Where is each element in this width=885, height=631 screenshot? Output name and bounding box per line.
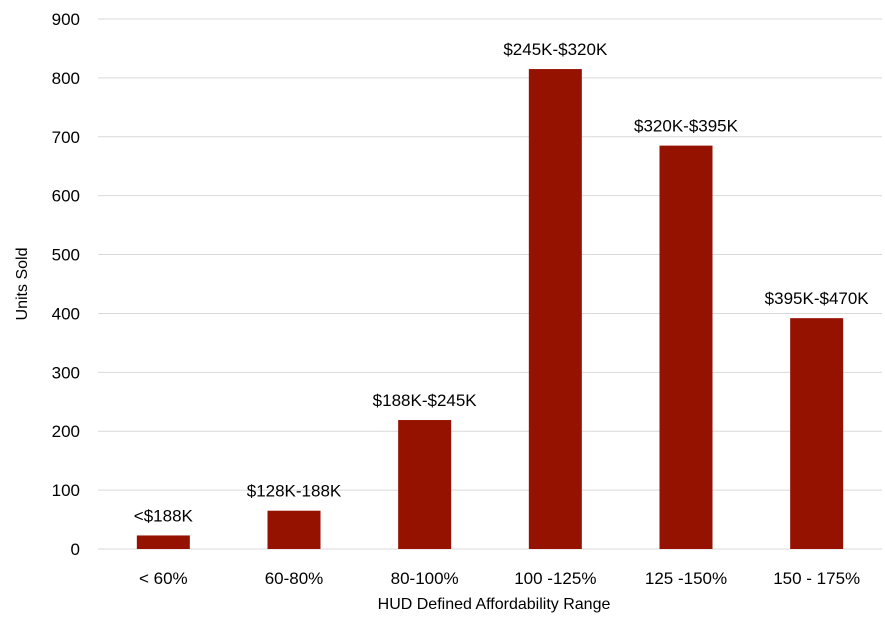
bars [136,69,844,550]
y-tick-label: 200 [52,422,80,441]
y-tick-label: 600 [52,187,80,206]
y-tick-label: 400 [52,304,80,323]
bar [398,420,452,549]
bar [528,69,582,550]
bar [790,318,844,549]
x-tick-label: 80-100% [391,569,459,588]
bar [136,535,190,549]
y-tick-label: 700 [52,128,80,147]
y-tick-label: 300 [52,363,80,382]
x-tick-label: < 60% [139,569,188,588]
bar-data-label: <$188K [134,506,194,525]
x-axis-ticks: < 60% 60-80% 80-100% 100 -125% 125 -150% 150 … [139,569,860,588]
y-tick-label: 800 [52,69,80,88]
bar-data-label: $245K-$320K [503,40,608,59]
bar [659,145,713,549]
y-tick-label: 0 [71,540,80,559]
x-tick-label: 100 -125% [514,569,596,588]
bar-labels: <$188K $128K-188K $188K-$245K $245K-$320K $3… [134,40,870,525]
bar-data-label: $128K-188K [247,482,342,501]
y-axis-title: Units Sold [14,248,31,321]
x-tick-label: 125 -150% [645,569,727,588]
gridlines [98,18,882,550]
bar-data-label: $395K-$470K [765,289,870,308]
bar-data-label: $188K-$245K [373,391,478,410]
x-tick-label: 60-80% [265,569,324,588]
y-tick-label: 900 [52,10,80,29]
y-tick-label: 100 [52,481,80,500]
bar-data-label: $320K-$395K [634,117,739,136]
x-tick-label: 150 - 175% [773,569,860,588]
x-axis-title: HUD Defined Affordability Range [378,596,611,613]
bar [267,510,321,549]
y-axis-ticks: 0 100 200 300 400 500 600 700 800 900 [52,10,80,559]
y-tick-label: 500 [52,246,80,265]
